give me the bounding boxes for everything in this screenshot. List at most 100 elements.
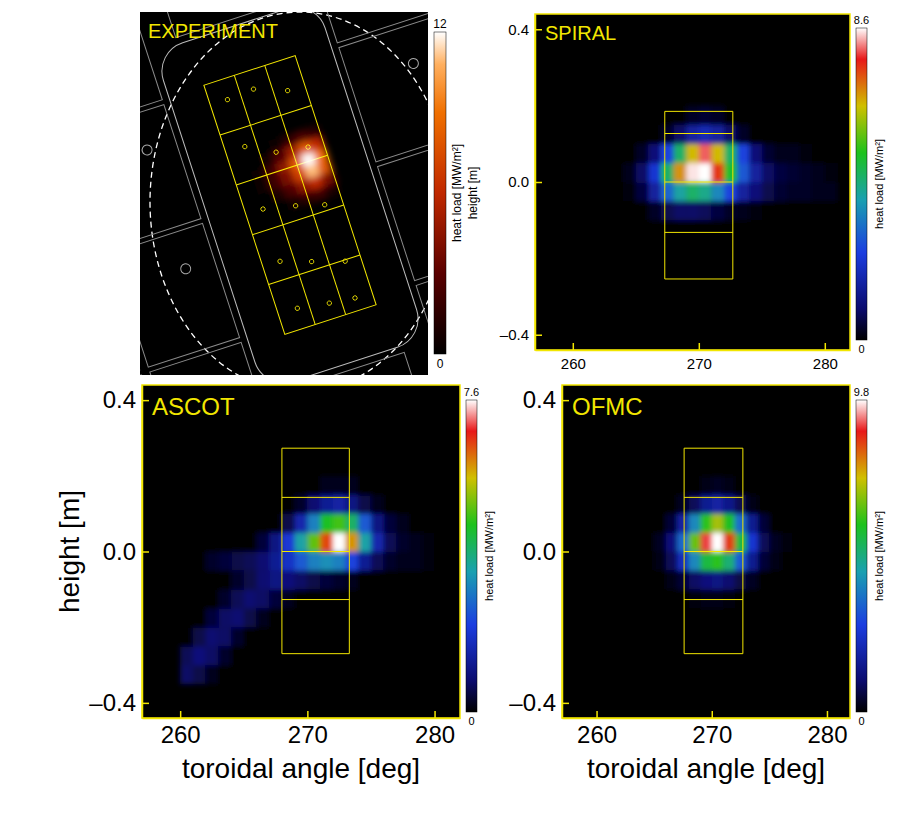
cell bbox=[256, 552, 269, 571]
cell bbox=[611, 220, 624, 239]
cell bbox=[231, 627, 244, 646]
cell bbox=[573, 182, 586, 201]
cell bbox=[244, 476, 257, 495]
cell bbox=[231, 665, 244, 684]
cell bbox=[598, 144, 611, 163]
cell bbox=[193, 495, 206, 514]
cell bbox=[792, 570, 804, 589]
tile-outline bbox=[204, 56, 376, 335]
cell bbox=[598, 277, 611, 296]
cell bbox=[787, 258, 800, 277]
cell bbox=[643, 589, 655, 608]
cell bbox=[654, 533, 666, 552]
tick-label: 260 bbox=[161, 721, 201, 748]
cell bbox=[611, 277, 624, 296]
cell bbox=[597, 608, 609, 627]
cell bbox=[585, 125, 598, 144]
cell bbox=[800, 258, 813, 277]
cells bbox=[573, 106, 838, 316]
cell bbox=[573, 106, 586, 125]
cell bbox=[623, 144, 636, 163]
cell bbox=[295, 552, 308, 571]
cell bbox=[648, 163, 661, 182]
cell bbox=[758, 646, 770, 665]
cell bbox=[371, 589, 384, 608]
cell bbox=[180, 665, 193, 684]
tile-edge bbox=[282, 599, 349, 600]
cell bbox=[422, 533, 435, 552]
cell bbox=[762, 144, 775, 163]
cell bbox=[396, 476, 409, 495]
cell bbox=[256, 589, 269, 608]
cell bbox=[371, 570, 384, 589]
tick: 260 bbox=[161, 711, 201, 748]
cell bbox=[787, 277, 800, 296]
cell bbox=[758, 589, 770, 608]
cell bbox=[700, 627, 712, 646]
cell bbox=[827, 646, 839, 665]
cell bbox=[585, 258, 598, 277]
cell bbox=[712, 570, 724, 589]
cell bbox=[371, 608, 384, 627]
tick: 0.0 bbox=[103, 538, 149, 565]
cell bbox=[758, 495, 770, 514]
tick-mark bbox=[699, 343, 701, 350]
cell bbox=[812, 239, 825, 258]
cell bbox=[597, 665, 609, 684]
tick-label: 0.4 bbox=[508, 21, 529, 38]
cell bbox=[585, 163, 598, 182]
cell bbox=[218, 589, 231, 608]
cell bbox=[573, 239, 586, 258]
plot-frame bbox=[535, 14, 850, 350]
cell bbox=[737, 125, 750, 144]
cell bbox=[608, 570, 620, 589]
tick-label: 270 bbox=[687, 355, 712, 372]
cell bbox=[758, 514, 770, 533]
cell bbox=[598, 182, 611, 201]
cell bbox=[346, 646, 359, 665]
cell bbox=[700, 608, 712, 627]
cell bbox=[825, 201, 838, 220]
cell bbox=[295, 627, 308, 646]
cell bbox=[320, 646, 333, 665]
cell bbox=[711, 106, 724, 125]
decor-hole bbox=[277, 259, 283, 265]
plot-frame bbox=[562, 385, 850, 718]
cells bbox=[180, 476, 447, 684]
cell bbox=[573, 125, 586, 144]
cell bbox=[825, 239, 838, 258]
cell bbox=[333, 533, 346, 552]
cell bbox=[573, 220, 586, 239]
cell bbox=[787, 125, 800, 144]
cell bbox=[193, 627, 206, 646]
cell bbox=[792, 514, 804, 533]
axis: –0.40.00.4 bbox=[500, 15, 542, 351]
cell bbox=[256, 627, 269, 646]
cell bbox=[585, 106, 598, 125]
cell bbox=[320, 552, 333, 571]
cell bbox=[643, 552, 655, 571]
cell bbox=[358, 570, 371, 589]
cell bbox=[699, 258, 712, 277]
cell bbox=[723, 533, 735, 552]
cell bbox=[333, 570, 346, 589]
cell bbox=[620, 608, 632, 627]
cell bbox=[825, 277, 838, 296]
tile-edge bbox=[684, 448, 743, 449]
cell bbox=[346, 627, 359, 646]
cell bbox=[636, 277, 649, 296]
cell bbox=[269, 646, 282, 665]
cell bbox=[812, 106, 825, 125]
cell bbox=[686, 163, 699, 182]
cell bbox=[804, 589, 816, 608]
panel-title: SPIRAL bbox=[545, 22, 616, 44]
cell bbox=[346, 665, 359, 684]
tick: 270 bbox=[692, 711, 732, 748]
colorbar-tick-label: 0 bbox=[858, 715, 864, 727]
cell bbox=[320, 665, 333, 684]
decor-hole bbox=[225, 97, 231, 103]
cell bbox=[712, 589, 724, 608]
tick-mark bbox=[535, 334, 542, 336]
cell bbox=[758, 476, 770, 495]
cell bbox=[409, 533, 422, 552]
